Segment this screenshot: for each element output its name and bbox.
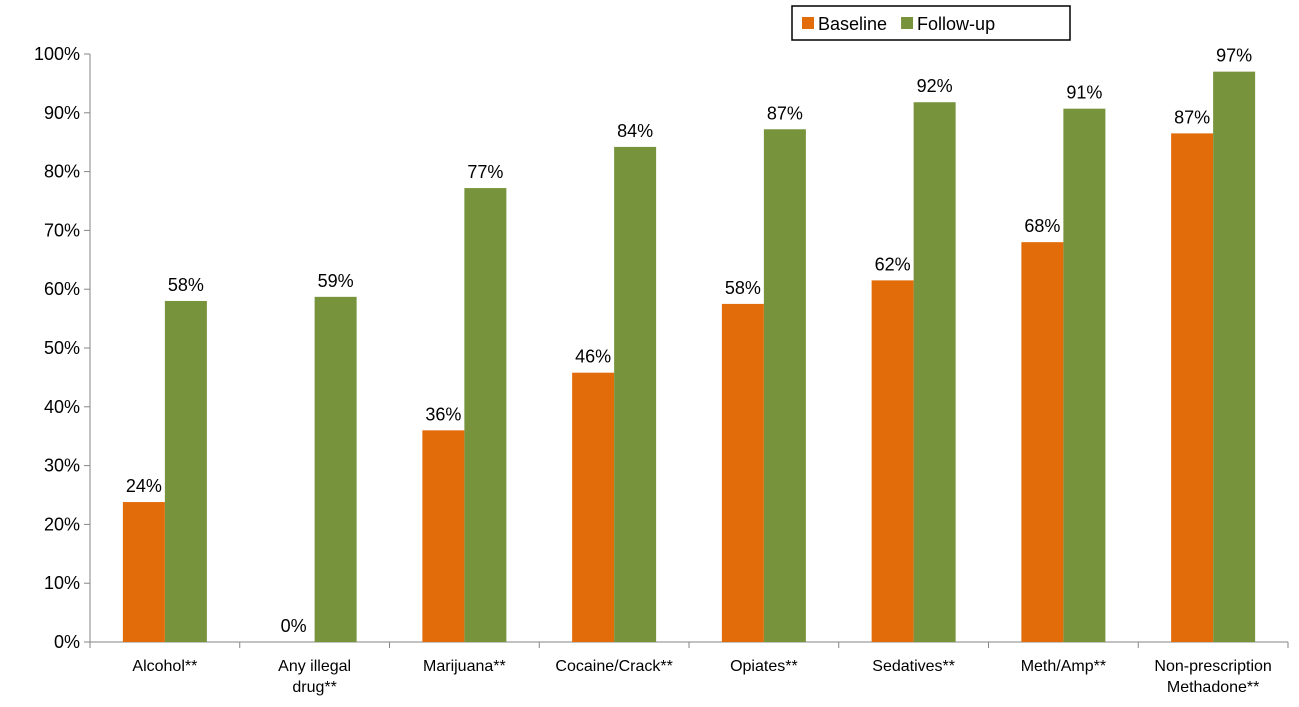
- x-tick-label-line: Marijuana**: [423, 658, 506, 675]
- x-tick-label: Alcohol**: [132, 658, 197, 675]
- bar-baseline: [422, 430, 465, 642]
- legend: Baseline Follow-up: [791, 5, 1071, 41]
- bar-follow-up: [1063, 108, 1106, 642]
- bar-follow-up: [164, 300, 207, 642]
- y-tick-label: 80%: [44, 162, 80, 182]
- x-tick-label: Opiates**: [730, 658, 798, 675]
- data-label: 87%: [767, 103, 803, 123]
- data-label: 62%: [875, 254, 911, 274]
- legend-box: [791, 5, 1071, 41]
- y-tick-label: 100%: [34, 44, 80, 64]
- data-label: 46%: [575, 347, 611, 367]
- bar-baseline: [1171, 133, 1214, 642]
- data-label: 0%: [281, 616, 307, 636]
- y-tick-label: 30%: [44, 456, 80, 476]
- data-label: 59%: [318, 271, 354, 291]
- data-label: 58%: [725, 278, 761, 298]
- bar-baseline: [721, 303, 764, 642]
- data-label: 97%: [1216, 46, 1252, 66]
- data-label: 91%: [1066, 83, 1102, 103]
- y-tick-label: 50%: [44, 338, 80, 358]
- legend-swatch: [802, 17, 814, 29]
- axes: 0% 10% 20% 30% 40% 50% 60% 70% 80% 90% 100% Alcohol…: [34, 44, 1289, 696]
- legend-label: Baseline: [818, 14, 887, 34]
- y-tick-label: 10%: [44, 573, 80, 593]
- y-tick-label: 70%: [44, 220, 80, 240]
- bar-follow-up: [314, 296, 357, 642]
- data-label: 92%: [917, 76, 953, 96]
- y-tick-label: 90%: [44, 103, 80, 123]
- bar-baseline: [122, 502, 165, 642]
- y-tick-label: 0%: [54, 632, 80, 652]
- bars: [122, 71, 1256, 643]
- x-tick-label-line: Cocaine/Crack**: [555, 658, 672, 675]
- data-label: 36%: [425, 404, 461, 424]
- x-tick-label: Meth/Amp**: [1021, 658, 1106, 675]
- bar-follow-up: [913, 102, 956, 642]
- y-tick-label: 40%: [44, 397, 80, 417]
- x-tick-label-line: Alcohol**: [132, 658, 197, 675]
- bar-baseline: [1021, 242, 1064, 642]
- data-label: 77%: [467, 162, 503, 182]
- data-label: 68%: [1024, 216, 1060, 236]
- x-tick-label-line: Non-prescription: [1154, 658, 1271, 675]
- x-tick-label-line: Methadone**: [1167, 679, 1260, 696]
- x-tick-label-line: drug**: [292, 679, 336, 696]
- x-tick-label: Non-prescription Methadone**: [1154, 658, 1271, 696]
- data-label: 24%: [126, 476, 162, 496]
- data-label: 84%: [617, 121, 653, 141]
- data-label: 58%: [168, 275, 204, 295]
- x-tick-label-line: Meth/Amp**: [1021, 658, 1106, 675]
- bar-follow-up: [1213, 71, 1256, 642]
- bar-follow-up: [614, 146, 657, 643]
- bar-baseline: [572, 372, 615, 642]
- legend-swatch: [901, 17, 914, 29]
- x-tick-label-line: Opiates**: [730, 658, 798, 675]
- legend-label: Follow-up: [917, 14, 995, 34]
- bar-follow-up: [464, 188, 507, 642]
- y-tick-label: 60%: [44, 279, 80, 299]
- y-tick-label: 20%: [44, 514, 80, 534]
- x-tick-label: Any illegal drug**: [278, 658, 351, 696]
- x-tick-label: Sedatives**: [872, 658, 955, 675]
- data-labels: 24% 0% 36% 46% 58% 62% 68% 87% 58% 59% 77% 84% 87% 92…: [126, 46, 1252, 636]
- x-tick-label: Cocaine/Crack**: [555, 658, 672, 675]
- bar-follow-up: [763, 129, 806, 642]
- x-tick-label-line: Any illegal: [278, 658, 351, 675]
- x-tick-label-line: Sedatives**: [872, 658, 955, 675]
- data-label: 87%: [1174, 107, 1210, 127]
- bar-baseline: [871, 280, 914, 642]
- x-tick-label: Marijuana**: [423, 658, 506, 675]
